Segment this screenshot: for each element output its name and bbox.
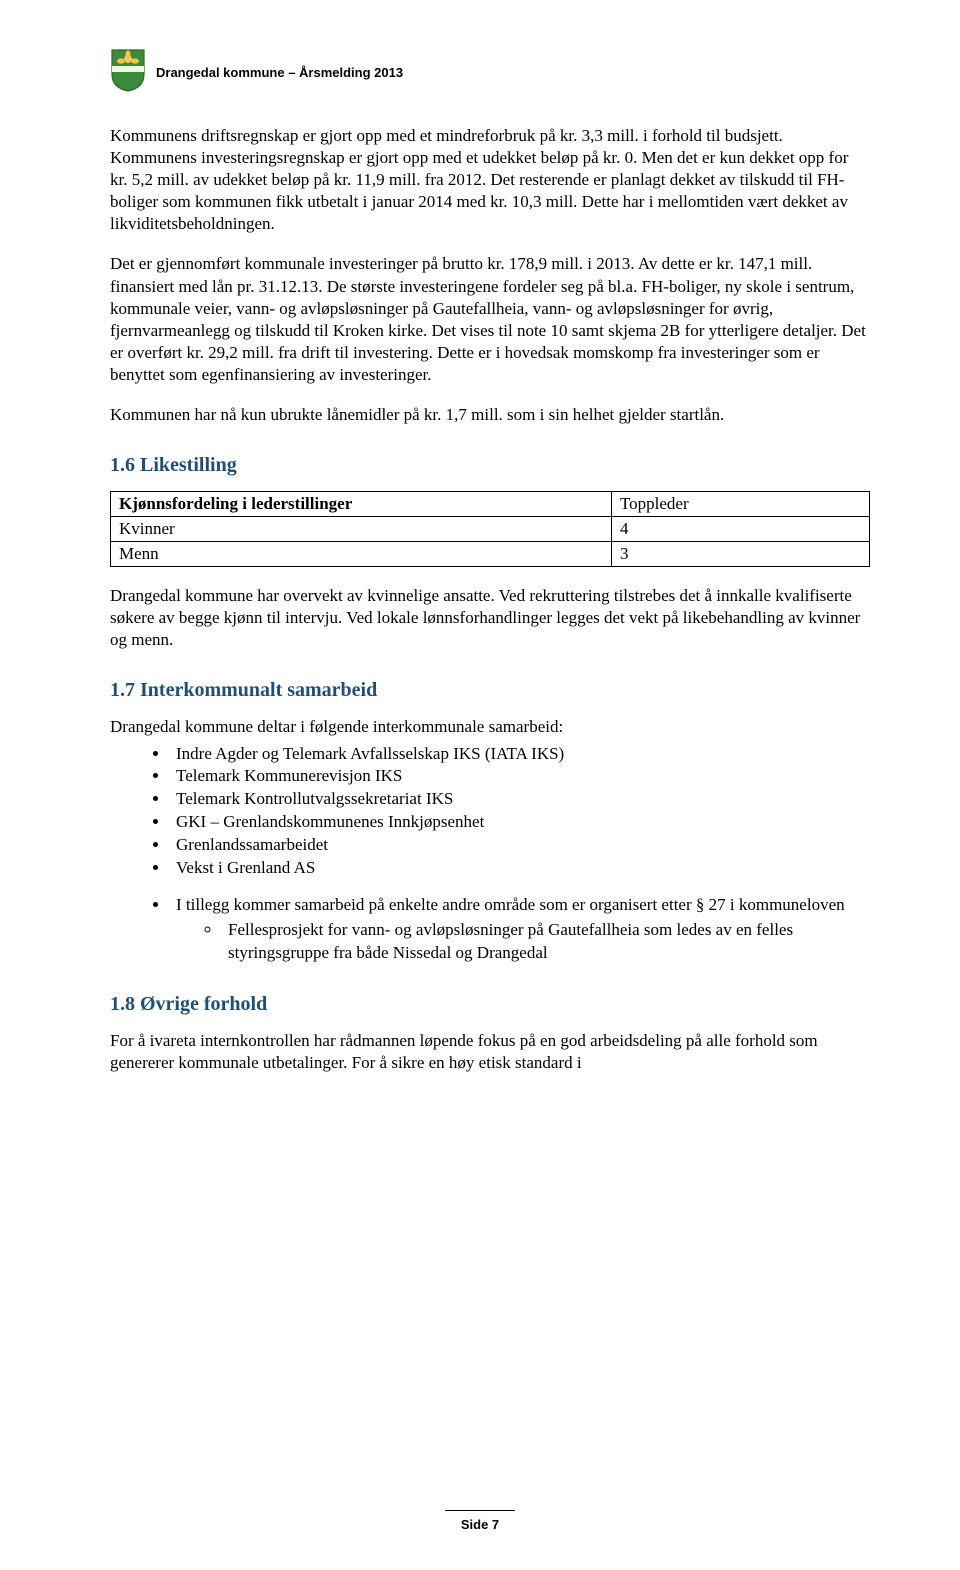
page-footer: Side 7: [445, 1510, 515, 1532]
section-heading-likestilling: 1.6 Likestilling: [110, 454, 870, 477]
addendum-list: I tillegg kommer samarbeid på enkelte an…: [170, 894, 870, 965]
list-item: GKI – Grenlandskommunenes Innkjøpsenhet: [170, 811, 870, 834]
list-item: Fellesprosjekt for vann- og avløpsløsnin…: [222, 919, 870, 965]
header-text: Drangedal kommune – Årsmelding 2013: [156, 65, 403, 80]
list-item: Grenlandssamarbeidet: [170, 834, 870, 857]
section-heading-ovrige: 1.8 Øvrige forhold: [110, 993, 870, 1016]
list-item-text: I tillegg kommer samarbeid på enkelte an…: [176, 895, 845, 914]
table-cell: Toppleder: [611, 492, 869, 517]
samarbeid-list: Indre Agder og Telemark Avfallsselskap I…: [170, 743, 870, 881]
table-cell: Menn: [111, 542, 612, 567]
body-paragraph: Kommunens driftsregnskap er gjort opp me…: [110, 125, 870, 235]
sub-list: Fellesprosjekt for vann- og avløpsløsnin…: [222, 919, 870, 965]
list-item: Telemark Kommunerevisjon IKS: [170, 765, 870, 788]
list-item: Vekst i Grenland AS: [170, 857, 870, 880]
table-cell: 4: [611, 517, 869, 542]
body-paragraph: Det er gjennomført kommunale investering…: [110, 253, 870, 386]
list-item: I tillegg kommer samarbeid på enkelte an…: [170, 894, 870, 965]
body-paragraph: Drangedal kommune deltar i følgende inte…: [110, 716, 870, 738]
table-row: Menn 3: [111, 542, 870, 567]
gender-table: Kjønnsfordeling i lederstillinger Topple…: [110, 491, 870, 567]
section-heading-interkommunalt: 1.7 Interkommunalt samarbeid: [110, 679, 870, 702]
table-cell: Kvinner: [111, 517, 612, 542]
table-cell: Kjønnsfordeling i lederstillinger: [111, 492, 612, 517]
list-item: Telemark Kontrollutvalgssekretariat IKS: [170, 788, 870, 811]
body-paragraph: Drangedal kommune har overvekt av kvinne…: [110, 585, 870, 651]
page-header: Drangedal kommune – Årsmelding 2013: [110, 48, 870, 97]
list-item: Indre Agder og Telemark Avfallsselskap I…: [170, 743, 870, 766]
table-row: Kvinner 4: [111, 517, 870, 542]
table-cell: 3: [611, 542, 869, 567]
shield-icon: [110, 48, 146, 97]
body-paragraph: Kommunen har nå kun ubrukte lånemidler p…: [110, 404, 870, 426]
table-row: Kjønnsfordeling i lederstillinger Topple…: [111, 492, 870, 517]
body-paragraph: For å ivareta internkontrollen har rådma…: [110, 1030, 870, 1074]
